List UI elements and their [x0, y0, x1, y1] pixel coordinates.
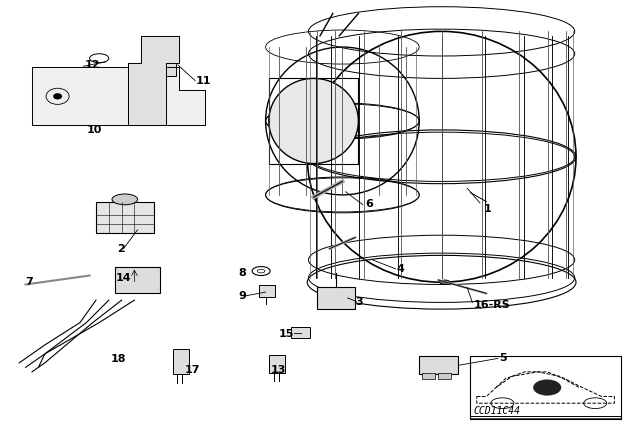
- Text: 16-RS: 16-RS: [474, 300, 510, 310]
- Text: 8: 8: [239, 268, 246, 278]
- Bar: [422, 373, 435, 379]
- Bar: [173, 349, 189, 374]
- Text: 2: 2: [117, 244, 125, 254]
- Polygon shape: [32, 67, 205, 125]
- Bar: [269, 355, 285, 373]
- Ellipse shape: [440, 280, 450, 284]
- Text: 17: 17: [184, 365, 200, 375]
- Text: 11: 11: [195, 76, 211, 86]
- Bar: [115, 267, 160, 293]
- Bar: [150, 54, 176, 76]
- Ellipse shape: [533, 379, 561, 396]
- Bar: [269, 78, 358, 164]
- Text: 5: 5: [499, 353, 507, 363]
- Bar: [96, 202, 154, 233]
- Ellipse shape: [53, 93, 62, 99]
- Bar: [317, 287, 355, 309]
- Bar: [259, 285, 275, 297]
- Polygon shape: [128, 36, 179, 125]
- Ellipse shape: [269, 78, 358, 164]
- Text: 9: 9: [239, 291, 246, 301]
- Text: 10: 10: [86, 125, 102, 135]
- Bar: [291, 327, 310, 338]
- Text: CCD11C44: CCD11C44: [474, 406, 520, 416]
- Text: 13: 13: [271, 365, 286, 375]
- Ellipse shape: [112, 194, 138, 205]
- Text: 15: 15: [279, 329, 294, 339]
- Text: 14: 14: [115, 273, 131, 283]
- Text: 3: 3: [355, 297, 363, 307]
- Bar: [419, 356, 458, 374]
- Bar: [470, 356, 621, 419]
- Bar: [438, 373, 451, 379]
- Text: 1: 1: [483, 204, 491, 214]
- Text: 6: 6: [365, 199, 372, 209]
- Text: 12: 12: [85, 60, 100, 70]
- Text: 7: 7: [26, 277, 33, 287]
- Text: 18: 18: [111, 354, 126, 364]
- Text: 4: 4: [397, 264, 404, 274]
